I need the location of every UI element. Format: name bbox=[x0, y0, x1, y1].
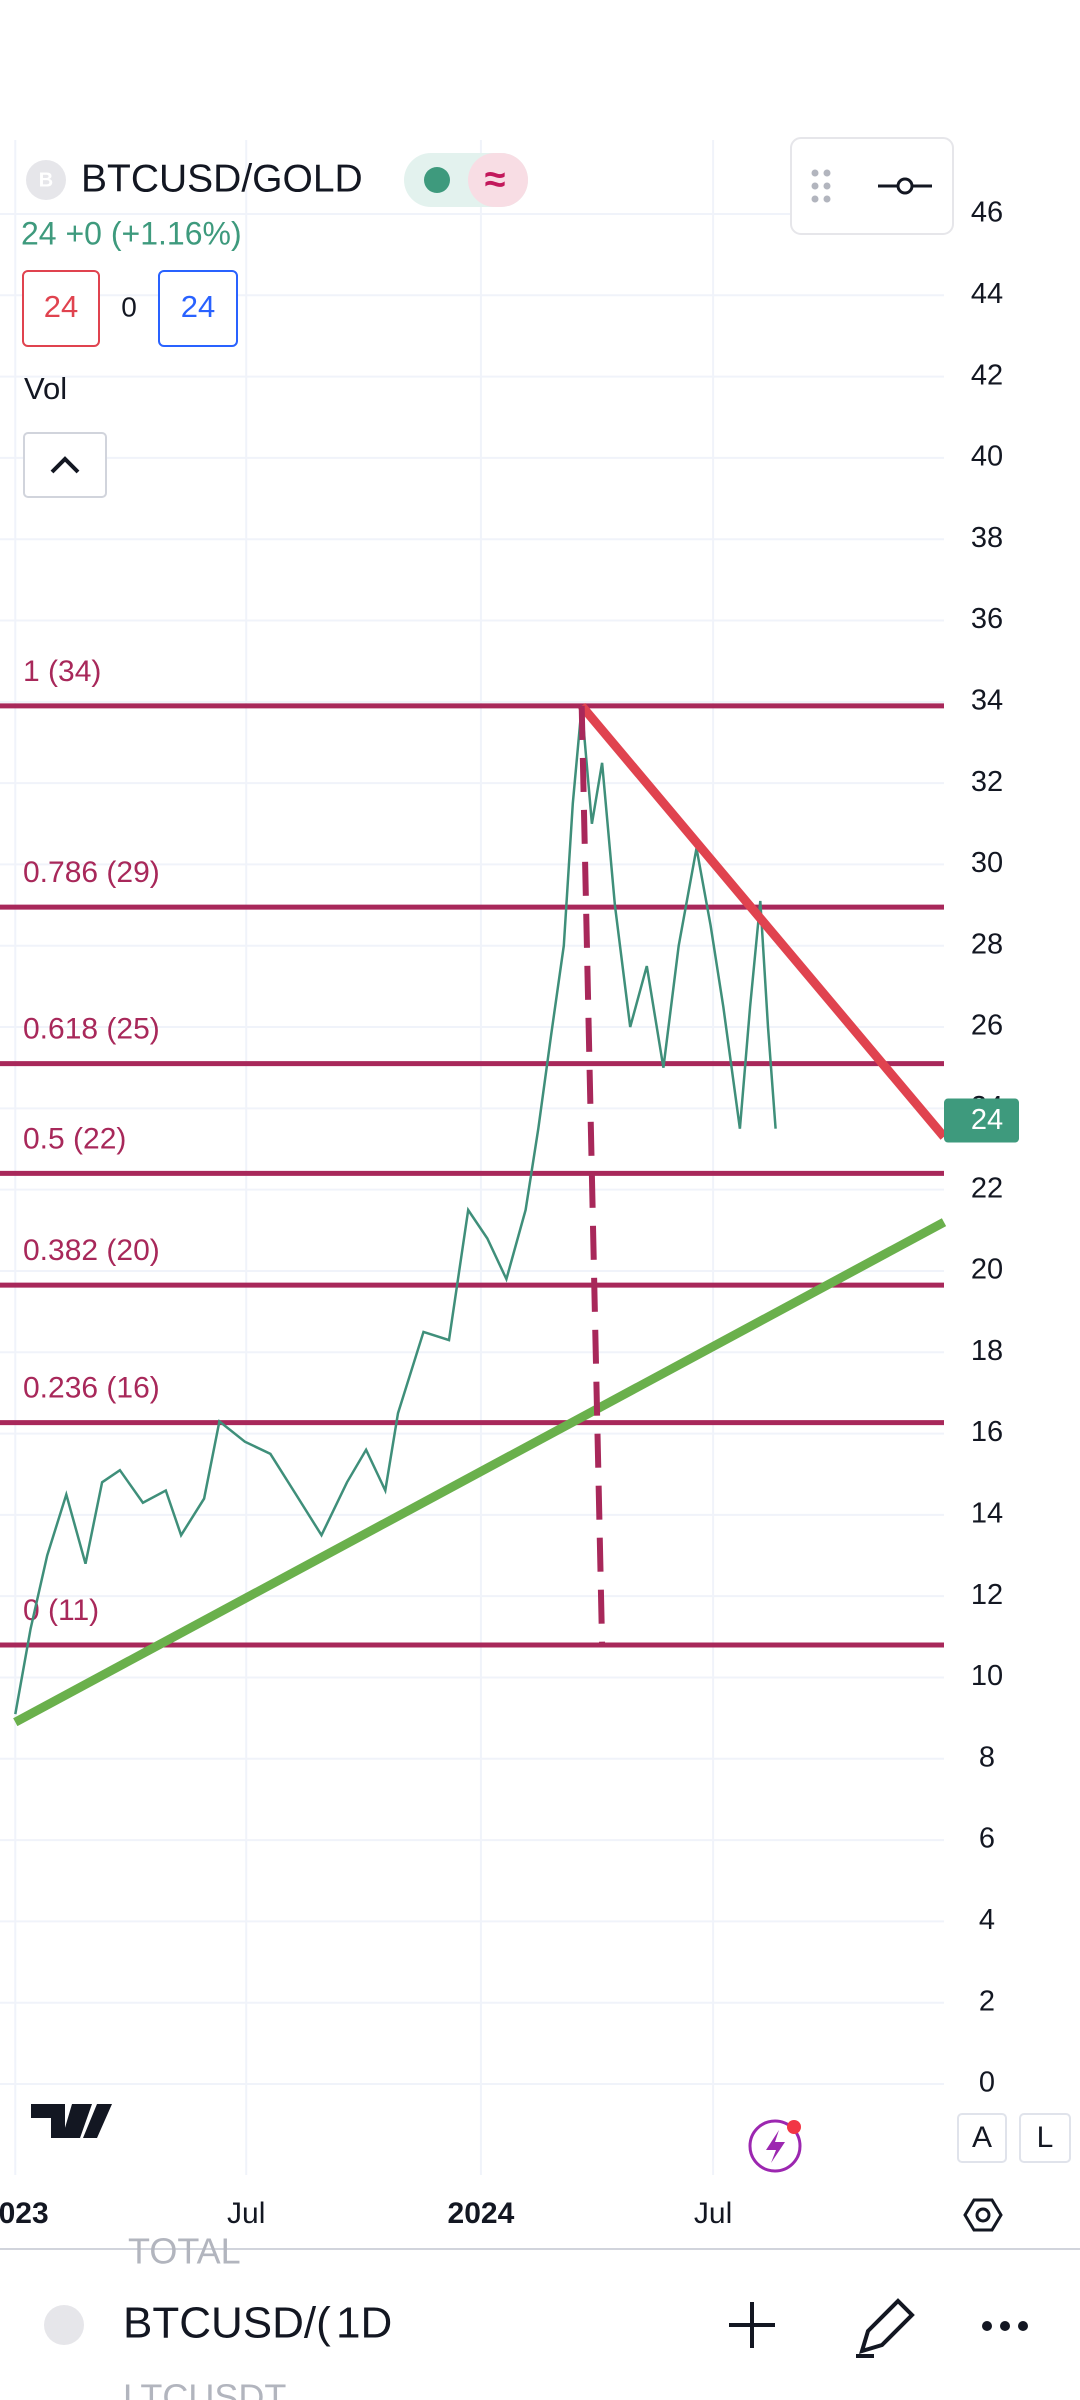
delay-icon: ≈ bbox=[485, 159, 506, 201]
drawing-toolbar[interactable] bbox=[790, 137, 954, 235]
fib-level-label: 1 (34) bbox=[23, 655, 101, 688]
buy-button[interactable] bbox=[158, 270, 238, 347]
spread: 0 bbox=[121, 291, 137, 322]
interval[interactable]: 1D bbox=[336, 2299, 392, 2348]
alert-icon bbox=[766, 2130, 785, 2163]
x-tick-label: Jul bbox=[694, 2197, 732, 2230]
y-tick-label: 26 bbox=[971, 1010, 1003, 1042]
bottom-symbol-icon bbox=[44, 2305, 84, 2345]
y-tick-label: 6 bbox=[979, 1823, 995, 1855]
price-line bbox=[14, 705, 777, 1715]
symbol-title[interactable]: BTCUSD/GOLD bbox=[81, 157, 363, 200]
settings-icon[interactable] bbox=[963, 2198, 1003, 2232]
tradingview-logo[interactable] bbox=[31, 2104, 112, 2138]
symbol-icon-letter: B bbox=[39, 169, 53, 191]
auto-scale-button[interactable] bbox=[957, 2113, 1007, 2163]
y-tick-label: 8 bbox=[979, 1741, 995, 1773]
fib-level-label: 0.5 (22) bbox=[23, 1122, 126, 1155]
x-tick-label: Jul bbox=[227, 2197, 265, 2230]
y-tick-label: 14 bbox=[971, 1498, 1003, 1530]
y-tick-label: 16 bbox=[971, 1416, 1003, 1448]
y-tick-label: 44 bbox=[971, 278, 1003, 310]
y-tick-label: 28 bbox=[971, 928, 1003, 960]
y-tick-label: 34 bbox=[971, 684, 1003, 716]
last-price-tag bbox=[944, 1098, 1019, 1143]
last-price-label: 24 bbox=[971, 1104, 1003, 1136]
y-tick-label: 36 bbox=[971, 603, 1003, 635]
collapse-icon bbox=[50, 456, 80, 474]
y-tick-label: 20 bbox=[971, 1254, 1003, 1286]
x-tick-label: 2024 bbox=[448, 2197, 515, 2230]
sell-price: 24 bbox=[44, 289, 78, 324]
y-tick-label: 22 bbox=[971, 1172, 1003, 1204]
add-button[interactable] bbox=[729, 2302, 775, 2348]
auto-scale-label: A bbox=[972, 2121, 992, 2154]
fib-level-label: 0.618 (25) bbox=[23, 1013, 160, 1046]
y-tick-label: 10 bbox=[971, 1660, 1003, 1692]
trend-line bbox=[13, 1218, 947, 1727]
draw-button[interactable] bbox=[856, 2298, 915, 2358]
fib-level-label: 0.236 (16) bbox=[23, 1372, 160, 1405]
y-tick-label: 42 bbox=[971, 359, 1003, 391]
indicator-label[interactable]: Vol bbox=[24, 371, 67, 406]
log-scale-button[interactable] bbox=[1019, 2113, 1071, 2163]
log-scale-label: L bbox=[1037, 2121, 1054, 2154]
y-tick-label: 30 bbox=[971, 847, 1003, 879]
y-tick-label: 46 bbox=[971, 197, 1003, 229]
peek-symbol-above[interactable]: TOTAL bbox=[128, 2231, 241, 2272]
drag-handle bbox=[811, 169, 831, 203]
symbol-icon bbox=[26, 160, 66, 200]
y-tick-label: 32 bbox=[971, 766, 1003, 798]
market-dot bbox=[424, 167, 450, 193]
more-button[interactable] bbox=[982, 2321, 1028, 2331]
peek-symbol-below[interactable]: LTCUSDT bbox=[123, 2377, 286, 2400]
sell-button[interactable] bbox=[22, 270, 100, 347]
y-tick-label: 4 bbox=[979, 1904, 995, 1936]
line-tool-knob bbox=[896, 177, 914, 195]
fib-level-label: 0.382 (20) bbox=[23, 1234, 160, 1267]
trend-line bbox=[578, 705, 606, 1646]
bottom-symbol[interactable]: BTCUSD/( bbox=[123, 2299, 331, 2348]
y-tick-label: 0 bbox=[979, 2067, 995, 2099]
status-pill-right bbox=[468, 153, 528, 207]
quote: 24 +0 (+1.16%) bbox=[21, 215, 242, 251]
x-tick-label: 2023 bbox=[0, 2197, 49, 2230]
y-tick-label: 40 bbox=[971, 441, 1003, 473]
settings-icon-center bbox=[975, 2207, 991, 2223]
collapse-button[interactable] bbox=[23, 432, 107, 498]
y-tick-label: 38 bbox=[971, 522, 1003, 554]
y-tick-label: 2 bbox=[979, 1985, 995, 2017]
y-tick-label: 18 bbox=[971, 1335, 1003, 1367]
buy-price: 24 bbox=[181, 289, 215, 324]
fib-level-label: 0.786 (29) bbox=[23, 856, 160, 889]
y-tick-label: 12 bbox=[971, 1579, 1003, 1611]
alert-badge bbox=[787, 2120, 801, 2134]
trend-line bbox=[578, 703, 948, 1140]
